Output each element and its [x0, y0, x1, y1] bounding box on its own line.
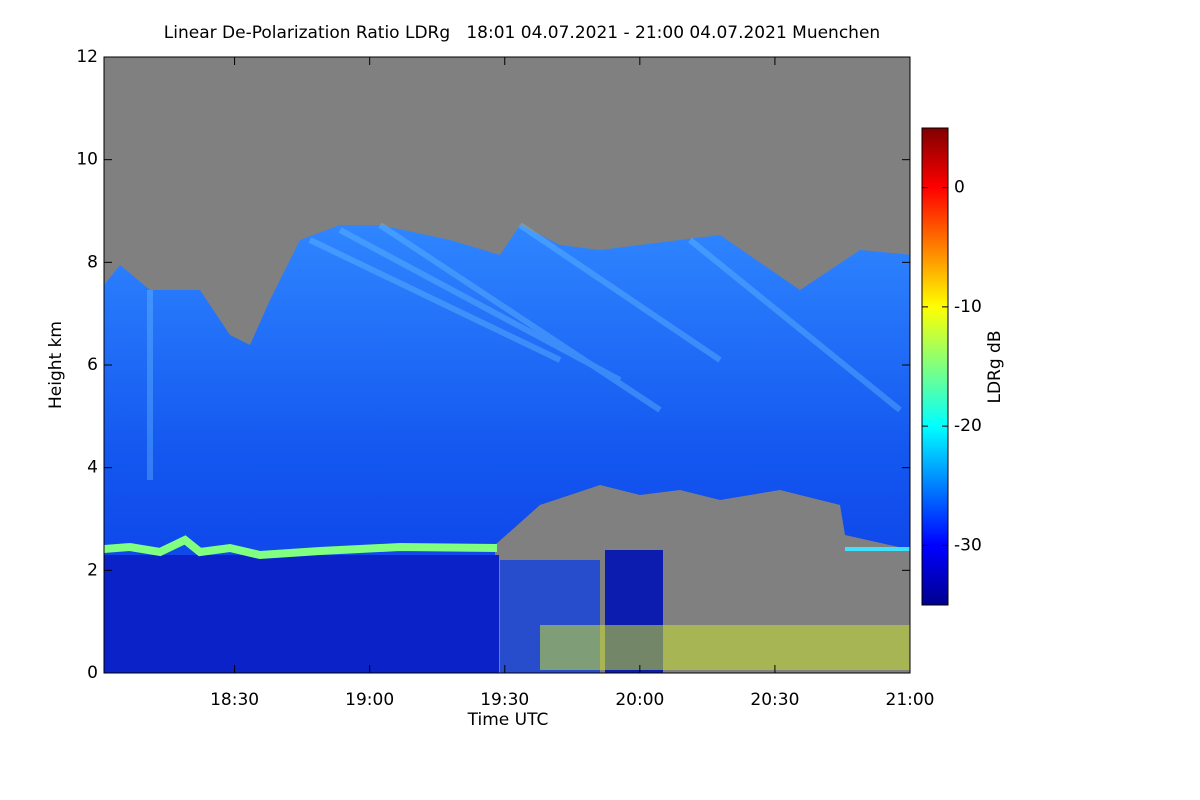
- y-tick-label: 0: [87, 663, 98, 683]
- y-tick-label: 12: [76, 47, 98, 67]
- x-tick-label: 20:30: [750, 690, 799, 710]
- y-tick-label: 10: [76, 150, 98, 170]
- x-tick-label: 18:30: [210, 690, 259, 710]
- colorbar-tick-label: -10: [954, 297, 982, 317]
- aerosol-layer: [104, 535, 498, 560]
- noise-band: [540, 625, 910, 670]
- y-axis-label: Height km: [46, 321, 66, 409]
- x-axis-label: Time UTC: [467, 710, 549, 730]
- y-tick-label: 8: [87, 252, 98, 272]
- colorbar-label: LDRg dB: [985, 330, 1005, 403]
- x-tick-label: 19:30: [480, 690, 529, 710]
- x-tick-label: 21:00: [886, 690, 935, 710]
- colorbar-tick-label: -20: [954, 416, 982, 436]
- y-tick-label: 6: [87, 355, 98, 375]
- colorbar: [921, 127, 949, 606]
- cirrus-streaks: [147, 222, 902, 480]
- x-tick-label: 19:00: [345, 690, 394, 710]
- colorbar-tick-label: -30: [954, 535, 982, 555]
- x-tick-label: 20:00: [615, 690, 664, 710]
- chart-title: Linear De-Polarization Ratio LDRg 18:01 …: [164, 23, 880, 43]
- y-tick-label: 2: [87, 560, 98, 580]
- lower-layer: [104, 555, 499, 673]
- colorbar-tick-label: 0: [954, 178, 965, 198]
- heatmap-image: [104, 57, 910, 673]
- y-tick-label: 4: [87, 458, 98, 478]
